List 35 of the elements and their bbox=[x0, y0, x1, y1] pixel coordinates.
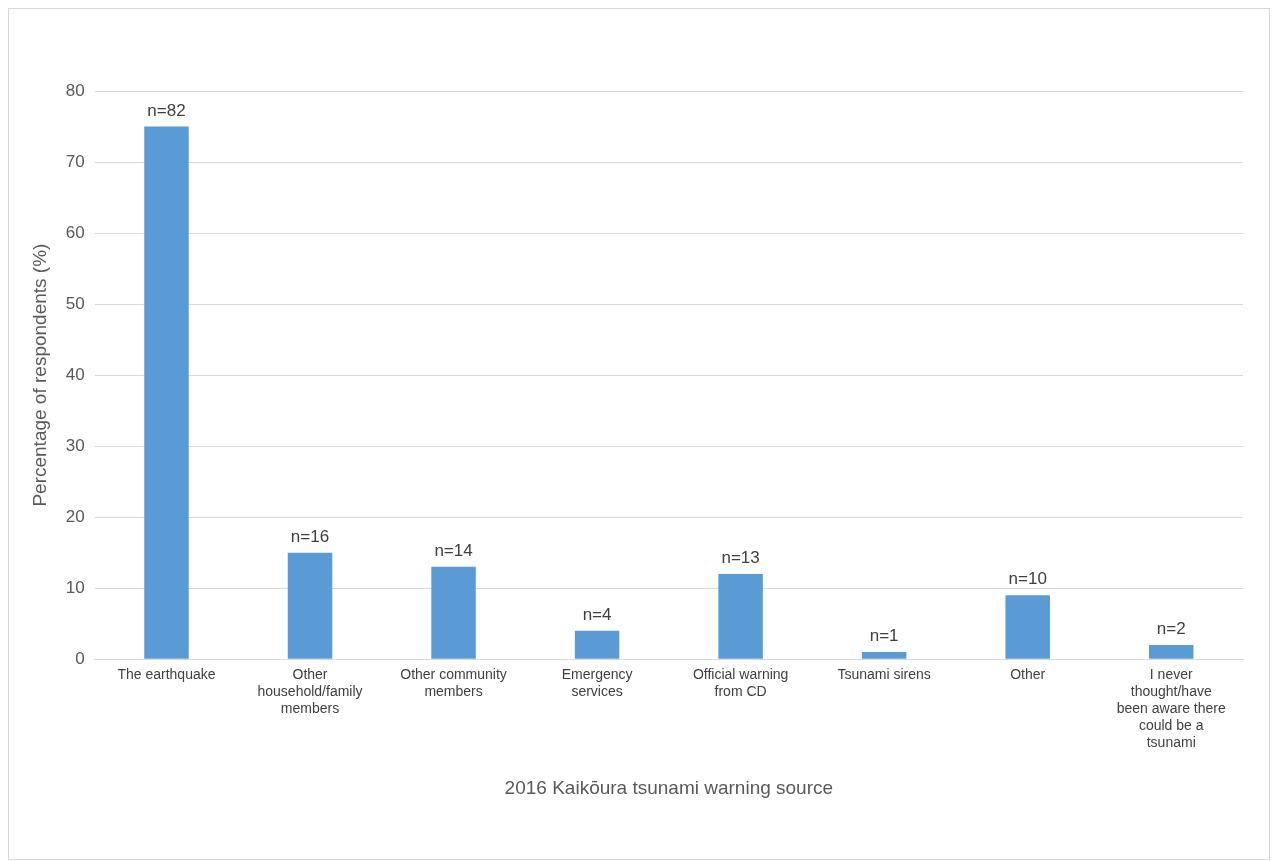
annotation: n=1 bbox=[869, 626, 899, 646]
annotation: n=14 bbox=[434, 541, 473, 561]
bar bbox=[718, 573, 763, 659]
x-tick-label: Emergency services bbox=[561, 666, 633, 700]
y-tick-label: 80 bbox=[65, 80, 85, 100]
x-tick-label: Other community members bbox=[400, 666, 507, 700]
bar bbox=[574, 630, 620, 659]
x-tick-label: Official warning from CD bbox=[692, 666, 789, 700]
bar bbox=[1148, 645, 1194, 659]
y-tick-label: 70 bbox=[65, 151, 85, 171]
bar bbox=[144, 126, 189, 659]
x-tick-label: The earthquake bbox=[117, 666, 216, 683]
x-tick-label: Tsunami sirens bbox=[837, 666, 931, 683]
y-tick-label: 40 bbox=[65, 364, 85, 384]
y-tick-label: 50 bbox=[65, 293, 85, 313]
x-tick-label: Other household/family members bbox=[257, 666, 363, 717]
annotation: n=16 bbox=[290, 526, 330, 546]
y-tick-label: 20 bbox=[65, 506, 85, 526]
x-tick-label: Other bbox=[1010, 666, 1046, 683]
bar bbox=[1005, 595, 1050, 659]
y-tick-label: 30 bbox=[65, 435, 85, 455]
annotation: n=2 bbox=[1156, 619, 1186, 639]
y-tick-label: 60 bbox=[65, 222, 85, 242]
annotation: n=13 bbox=[721, 548, 760, 568]
y-tick-label: 0 bbox=[75, 648, 85, 668]
x-axis-title: 2016 Kaikōura tsunami warning source bbox=[504, 776, 834, 798]
y-axis-title: Percentage of respondents (%) bbox=[28, 243, 50, 507]
x-tick-label: I never thought/have been aware there could be a tsunami bbox=[1116, 666, 1226, 750]
annotation: n=82 bbox=[147, 100, 186, 120]
y-tick-label: 10 bbox=[65, 577, 85, 597]
bar bbox=[287, 552, 333, 659]
bar bbox=[431, 566, 476, 659]
annotation: n=10 bbox=[1008, 569, 1047, 589]
bar bbox=[861, 652, 907, 659]
annotation: n=4 bbox=[582, 604, 612, 624]
